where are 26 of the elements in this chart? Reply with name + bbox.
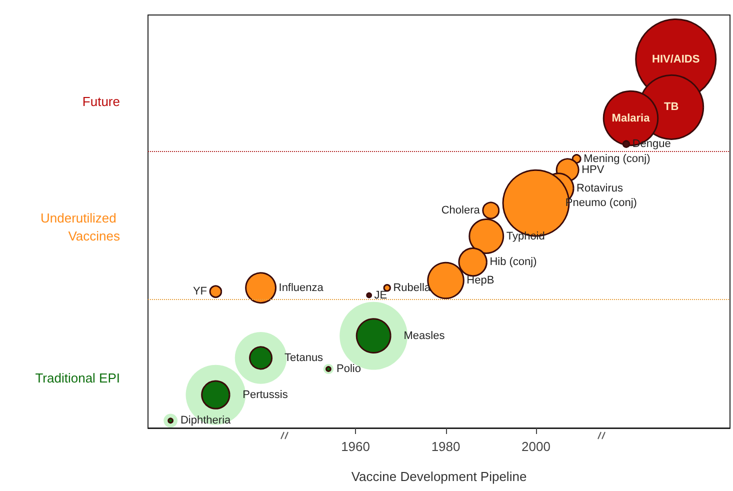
text: Underutilized Vaccines (40, 210, 120, 244)
x-tick-label: 1980 (431, 439, 460, 454)
text: Future (82, 94, 120, 110)
annotation: Typhoid (506, 230, 545, 242)
annotation: Tetanus (284, 352, 324, 364)
text: Traditional EPI (35, 370, 120, 386)
annotation: Hib (conj) (490, 256, 537, 268)
annotation: HPV (582, 164, 605, 176)
annotation: Dengue (632, 138, 671, 150)
annotation: HepB (466, 274, 494, 286)
annotation: Rotavirus (576, 182, 624, 194)
x-tick-label: 1960 (341, 439, 370, 454)
annotation: Influenza (278, 282, 324, 294)
annotation: HIV/AIDS (652, 53, 700, 66)
annotation: Malaria (612, 112, 651, 124)
x-axis-title: Vaccine Development Pipeline (351, 469, 527, 484)
annotation: Cholera (441, 204, 481, 216)
annotation: Diphtheria (180, 414, 232, 427)
annotation: TB (664, 101, 679, 114)
x-tick-label: 2000 (522, 439, 550, 454)
annotation: Mening (conj) (584, 152, 650, 165)
annotation: Measles (404, 330, 446, 342)
annotation: Polio (336, 363, 361, 375)
annotation: Pertussis (242, 388, 288, 401)
annotation: JE (374, 289, 388, 302)
annotation: YF (192, 286, 208, 298)
